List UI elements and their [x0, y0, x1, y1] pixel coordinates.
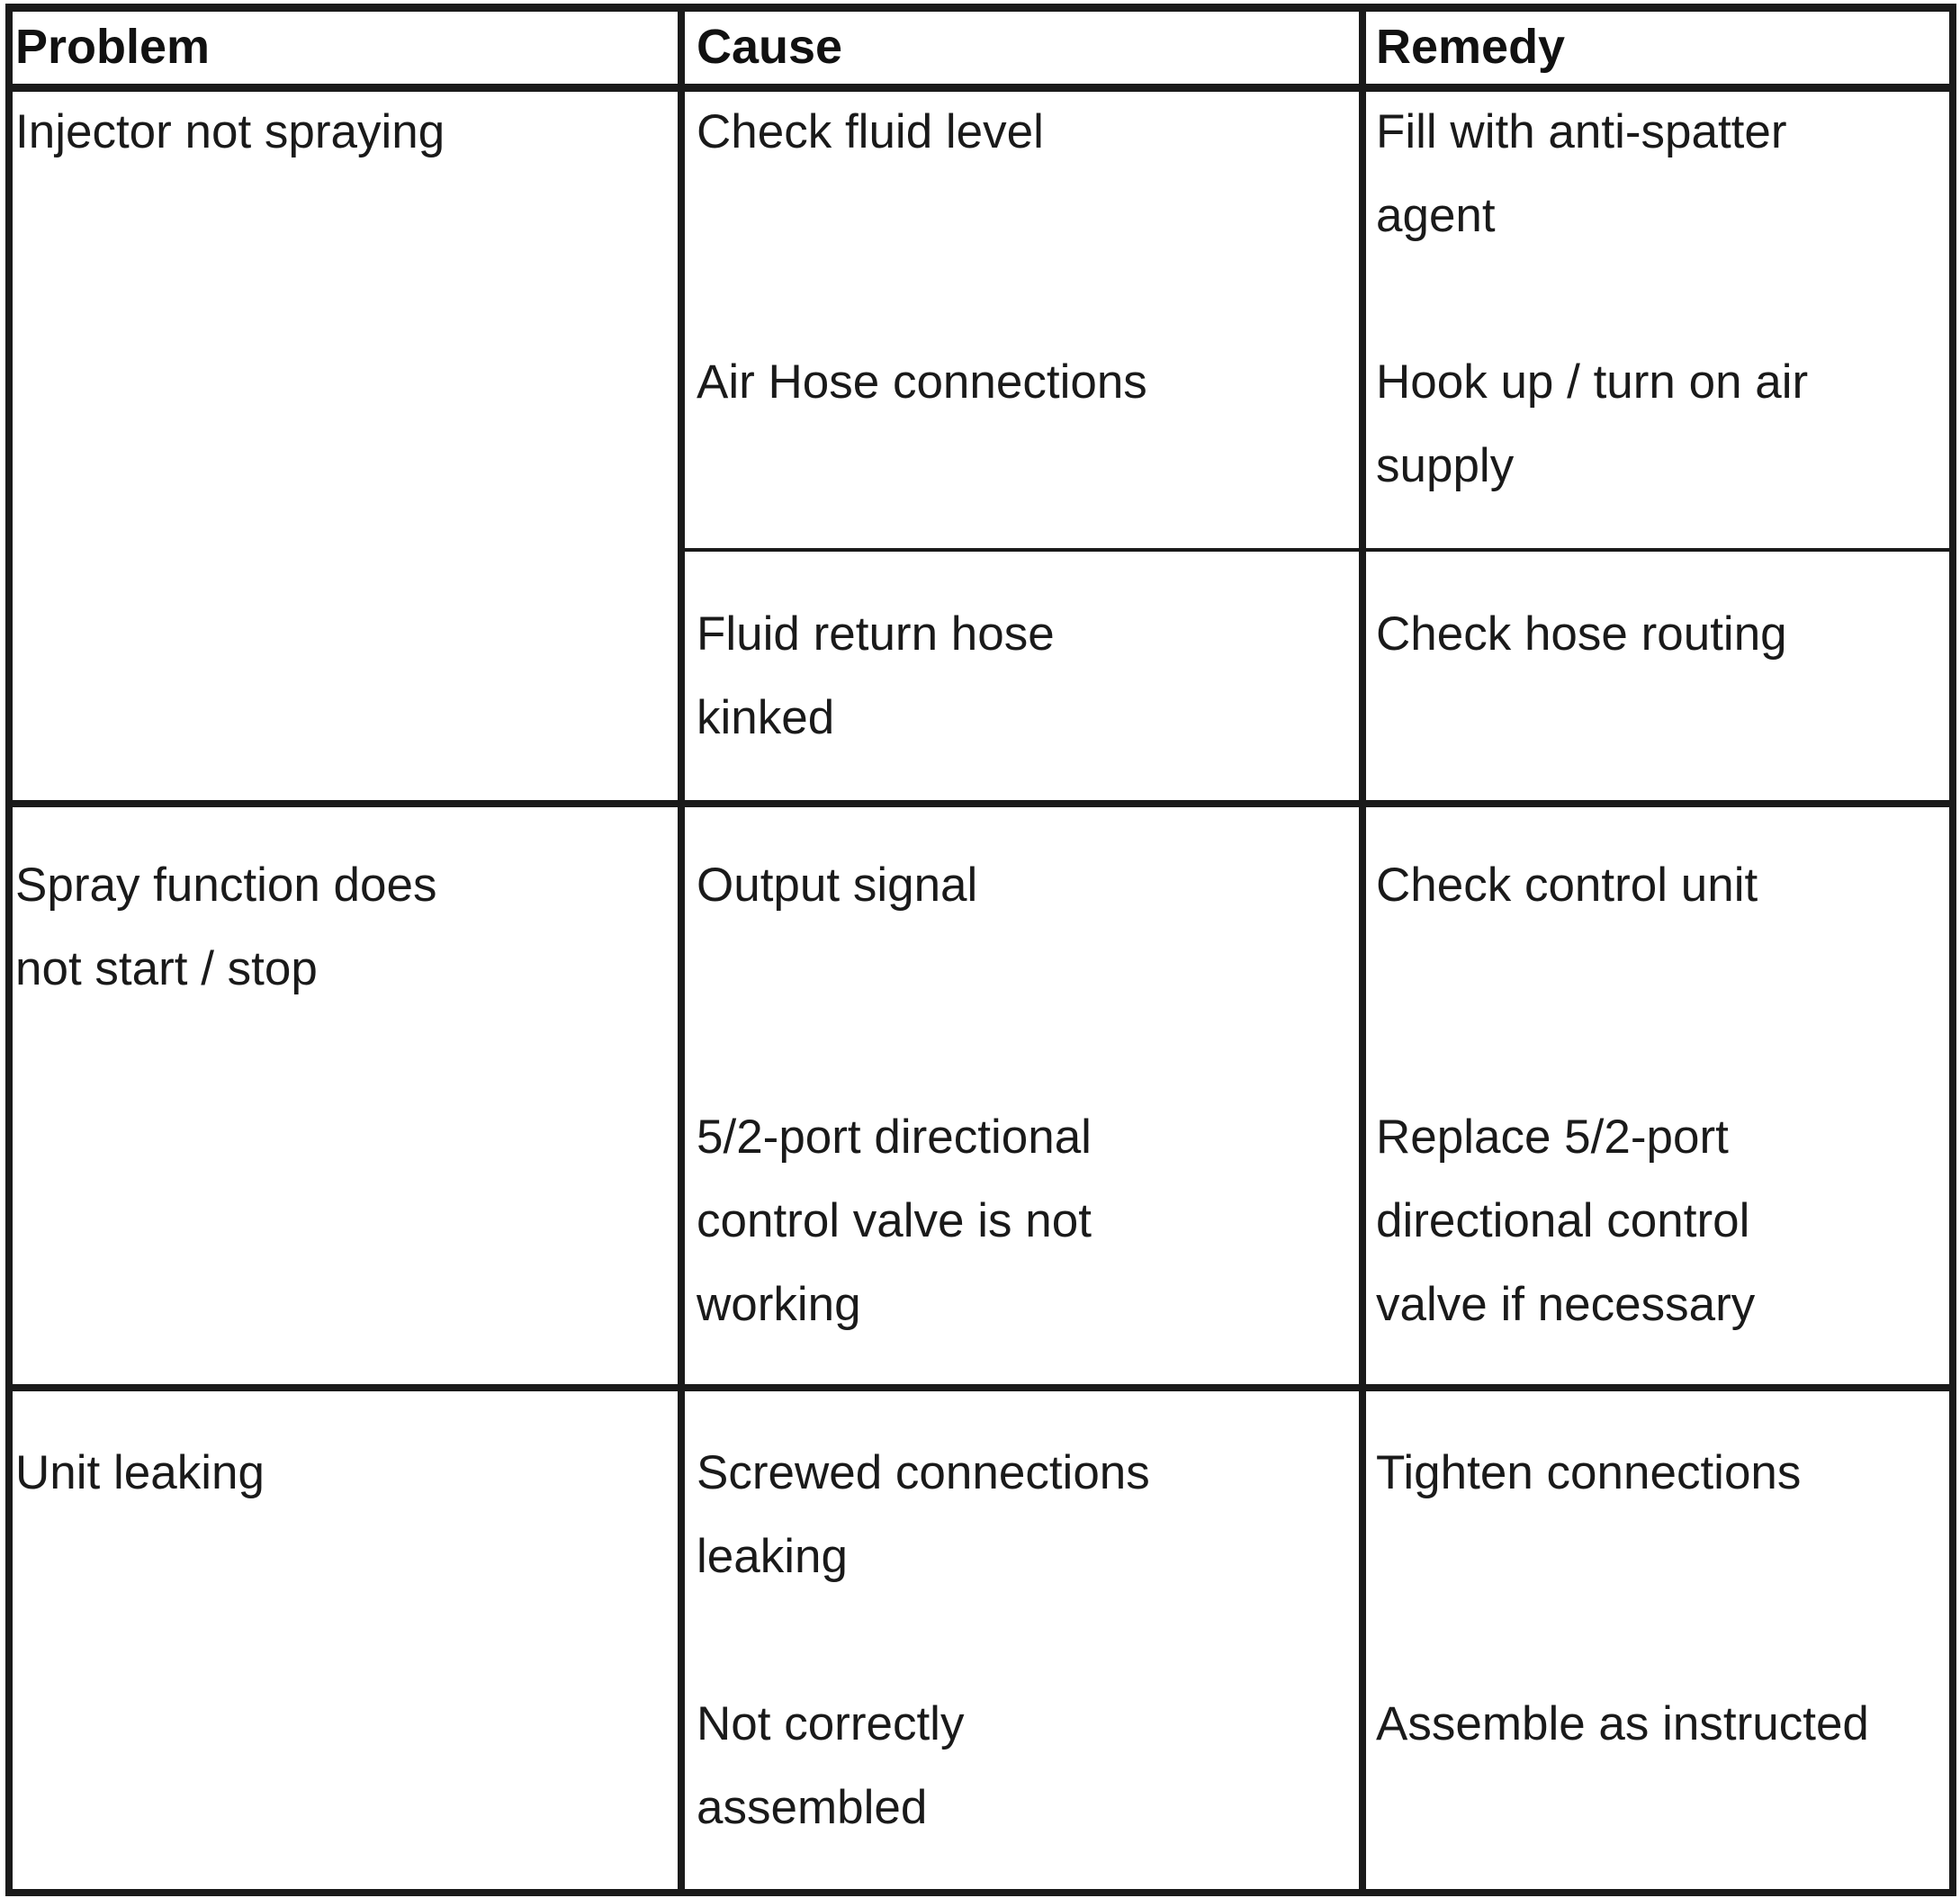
cause-cell: Output signal: [697, 843, 977, 927]
header-divider: [5, 84, 1956, 92]
header-cause: Cause: [697, 20, 843, 74]
table-border-bottom: [5, 1889, 1956, 1896]
table-border-top: [5, 4, 1955, 12]
remedy-cell-line: Fill with anti-spatter: [1376, 105, 1787, 158]
problem-cell: Unit leaking: [15, 1431, 265, 1515]
row-divider: [5, 1384, 1956, 1391]
remedy-cell-line: Tighten connections: [1376, 1446, 1802, 1499]
remedy-cell-line: Check hose routing: [1376, 607, 1787, 661]
remedy-cell-line: agent: [1376, 189, 1496, 242]
cause-cell: Check fluid level: [697, 90, 1044, 174]
table-border-right: [1949, 4, 1956, 1895]
column-divider: [1359, 4, 1366, 1895]
cause-cell-line: 5/2-port directional: [697, 1111, 1092, 1164]
remedy-cell-line: directional control: [1376, 1194, 1750, 1247]
cause-cell-line: Air Hose connections: [697, 355, 1147, 409]
remedy-cell: Check hose routing: [1376, 592, 1787, 676]
problem-cell-line: Spray function does: [15, 859, 437, 912]
row-divider: [5, 800, 1956, 807]
remedy-cell-line: Hook up / turn on air: [1376, 355, 1809, 409]
cause-cell-line: Screwed connections: [697, 1446, 1150, 1499]
table-border-left: [5, 4, 13, 1895]
header-problem: Problem: [15, 20, 211, 74]
problem-cell-line: Unit leaking: [15, 1446, 265, 1499]
problem-cell-line: not start / stop: [15, 942, 318, 995]
cause-cell: Air Hose connections: [697, 340, 1147, 424]
cause-cell-line: Check fluid level: [697, 105, 1044, 158]
header-remedy: Remedy: [1376, 20, 1566, 74]
remedy-cell: Assemble as instructed: [1376, 1682, 1869, 1766]
cause-cell: Screwed connections leaking: [697, 1431, 1150, 1598]
remedy-cell-line: valve if necessary: [1376, 1278, 1756, 1331]
remedy-cell-line: Assemble as instructed: [1376, 1697, 1869, 1750]
column-divider: [678, 4, 685, 1895]
cause-cell-line: assembled: [697, 1781, 928, 1834]
cause-cell-line: kinked: [697, 691, 835, 744]
problem-cell-line: Injector not spraying: [15, 105, 445, 158]
remedy-cell: Tighten connections: [1376, 1431, 1801, 1515]
remedy-cell: Replace 5/2-port directional control valve…: [1376, 1095, 1755, 1346]
remedy-cell-line: Check control unit: [1376, 859, 1758, 912]
remedy-cell: Check control unit: [1376, 843, 1758, 927]
cause-cell: 5/2-port directional control valve is not…: [697, 1095, 1092, 1346]
subrow-divider: [681, 548, 1953, 552]
problem-cell: Injector not spraying: [15, 90, 445, 174]
remedy-cell-line: Replace 5/2-port: [1376, 1111, 1729, 1164]
remedy-cell-line: supply: [1376, 439, 1515, 492]
cause-cell: Fluid return hose kinked: [697, 592, 1055, 760]
problem-cell: Spray function does not start / stop: [15, 843, 436, 1011]
remedy-cell: Hook up / turn on air supply: [1376, 340, 1808, 508]
cause-cell-line: Not correctly: [697, 1697, 965, 1750]
cause-cell: Not correctly assembled: [697, 1682, 964, 1849]
cause-cell-line: control valve is not: [697, 1194, 1092, 1247]
remedy-cell: Fill with anti-spatter agent: [1376, 90, 1787, 257]
cause-cell-line: leaking: [697, 1530, 848, 1583]
cause-cell-line: Output signal: [697, 859, 978, 912]
cause-cell-line: Fluid return hose: [697, 607, 1055, 661]
cause-cell-line: working: [697, 1278, 861, 1331]
